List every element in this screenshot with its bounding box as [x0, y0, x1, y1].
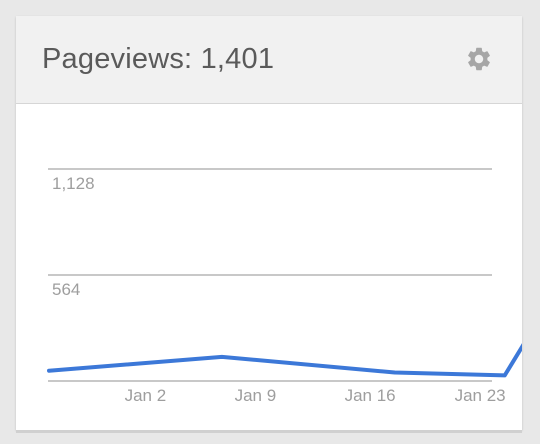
grid-layer [48, 168, 492, 382]
card-title: Pageviews: 1,401 [42, 43, 274, 76]
x-tick-label: Jan 23 [455, 386, 506, 405]
card-header: Pageviews: 1,401 [16, 16, 522, 104]
gear-icon[interactable] [465, 45, 493, 73]
pageviews-chart: 564 1,128 Jan 2 Jan 9 Jan 16 Jan 23 [47, 168, 522, 405]
y-tick-labels: 564 1,128 [52, 174, 95, 299]
x-tick-label: Jan 9 [235, 386, 277, 405]
title-value: 1,401 [200, 43, 275, 75]
y-tick-label: 564 [52, 280, 80, 299]
y-tick-label: 1,128 [52, 174, 95, 193]
x-tick-label: Jan 2 [125, 386, 167, 405]
series-line [47, 343, 522, 378]
title-label: Pageviews: [42, 43, 193, 75]
pageviews-card: Pageviews: 1,401 564 1,128 Jan 2 Jan 9 Jan … [16, 16, 522, 433]
series-layer [47, 343, 522, 378]
x-tick-label: Jan 16 [345, 386, 396, 405]
x-tick-labels: Jan 2 Jan 9 Jan 16 Jan 23 [125, 386, 506, 405]
card-bottom-shadow [16, 430, 522, 433]
